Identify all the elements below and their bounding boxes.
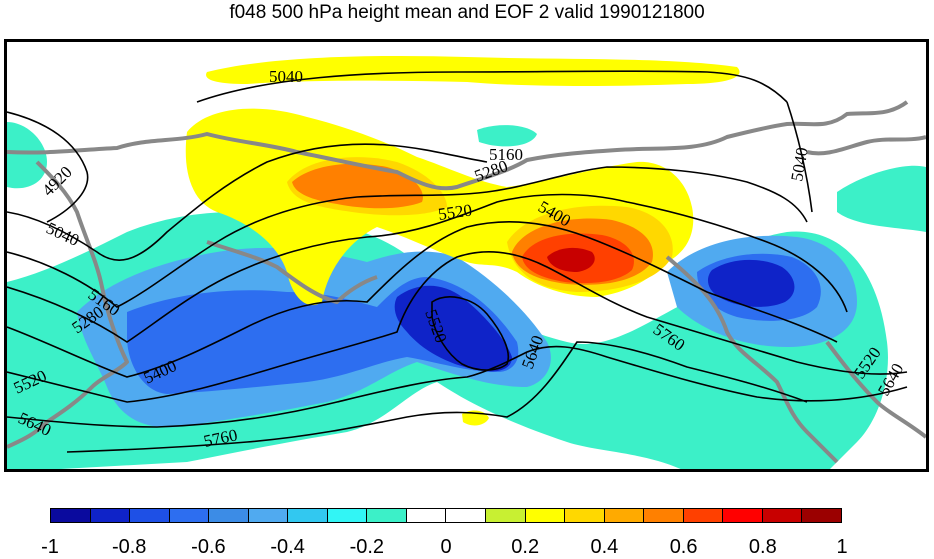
shading-aqua-ne [837,165,926,232]
shading-aqua-n [477,125,537,147]
contour-label-5040-east: 5040 [787,146,812,183]
contour-5040-west [7,143,488,261]
colorbar-cell [802,509,841,522]
colorbar-cell [209,509,249,522]
colorbar-tick-label: 0.4 [590,536,619,558]
contour-label-5040-top: 5040 [269,67,303,86]
contour-5520-loop [431,296,509,371]
coastline-ne [806,135,926,156]
contour-5280 [7,193,848,343]
contour-label-5160-north: 5160 [489,145,523,164]
colorbar-cell [248,509,289,522]
page-title: f048 500 hPa height mean and EOF 2 valid… [229,2,705,23]
colorbar-cell [327,509,368,522]
contour-5400 [7,221,838,378]
colorbar-cell [525,509,566,522]
shading-yellow-north [206,55,740,87]
colorbar-cell [406,509,447,522]
height-contours [7,70,908,453]
coastline-se [825,340,926,439]
colorbar-cell [130,509,170,522]
colorbar-cell [683,509,724,522]
coastlines [7,100,926,464]
map-plot: 5040 4920 5040 5160 5280 5400 5520 5640 … [7,55,926,469]
colorbar-tick-label: 0 [440,536,452,558]
contour-label-5040-west: 5040 [43,218,82,250]
shading-orange-nw [292,163,423,209]
colorbar-tick-label: 0.6 [669,536,698,558]
colorbar-tick-label: -0.6 [191,536,226,558]
map-panel: 5040 4920 5040 5160 5280 5400 5520 5640 … [4,39,929,472]
colorbar-cell [90,509,131,522]
colorbar-tick-label: -1 [41,536,59,558]
colorbar-cell [604,509,645,522]
colorbar [50,508,842,523]
contour-5760 [66,341,808,453]
coastline-north [7,100,909,191]
coastline-center [206,240,378,304]
coastline-east [665,255,839,464]
colorbar-tick-label: 0.8 [748,536,777,558]
colorbar-tick-label: -0.4 [270,536,305,558]
coastline-west [7,160,129,449]
contour-5160 [7,166,808,308]
shading-darkblue-center [394,285,512,372]
colorbar-tick-label: 1 [836,536,848,558]
colorbar-cell [288,509,328,522]
colorbar-cell [367,509,407,522]
contour-5640 [7,345,908,428]
colorbar-tick-label: 0.2 [511,536,540,558]
contour-5040-east [786,101,813,213]
contour-5520 [7,251,908,403]
shading-darkblue-east [707,259,795,307]
colorbar-cell [565,509,605,522]
shading-aqua-nw [7,122,47,189]
contour-4920 [7,111,89,223]
colorbar-tick-label: -0.8 [111,536,147,558]
colorbar-cell [51,509,91,522]
colorbar-cell [762,509,803,522]
colorbar-tick-label: -0.2 [349,536,385,558]
colorbar-cell [486,509,526,522]
shading-darkred-core [547,247,595,272]
colorbar-cell [644,509,684,522]
contour-5040-top [196,70,788,103]
colorbar-cell [169,509,210,522]
contour-label-5520-north: 5520 [437,200,473,224]
colorbar-cell [723,509,763,522]
colorbar-cell [446,509,487,522]
